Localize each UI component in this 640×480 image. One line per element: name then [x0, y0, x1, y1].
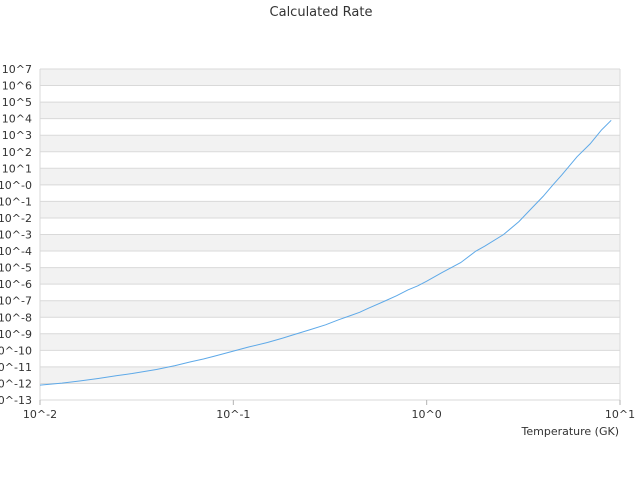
y-tick-label: 10^6 [2, 80, 32, 93]
y-tick-label: 10^-6 [0, 278, 32, 291]
plot-band [40, 201, 620, 218]
plot-band [40, 69, 620, 86]
x-axis-ticks: 10^-2 10^-1 10^0 10^1 [23, 400, 635, 421]
plot-bands [40, 69, 620, 384]
y-tick-label: 10^4 [2, 113, 32, 126]
x-tick-label: 10^0 [412, 408, 442, 421]
plot-band [40, 333, 620, 351]
plot-band [40, 267, 620, 285]
x-tick-label: 10^-2 [23, 408, 57, 421]
y-tick-label: 10^3 [2, 129, 32, 142]
plot-band [40, 366, 620, 384]
y-tick-label: 10^-12 [0, 377, 32, 390]
y-tick-label: 10^-11 [0, 361, 32, 374]
y-tick-label: 10^-7 [0, 295, 32, 308]
x-tick-label: 10^-1 [216, 408, 250, 421]
y-tick-label: 10^7 [2, 63, 32, 76]
plot-band [40, 300, 620, 318]
y-tick-label: 10^-5 [0, 262, 32, 275]
y-tick-label: 10^-0 [0, 179, 32, 192]
y-tick-label: 10^-2 [0, 212, 32, 225]
y-tick-label: 10^2 [2, 146, 32, 159]
plot-band [40, 102, 620, 119]
y-tick-label: 10^-10 [0, 344, 32, 357]
plot-band [40, 135, 620, 152]
grid-lines [39, 68, 621, 401]
y-tick-label: 10^-13 [0, 394, 32, 407]
chart-title: Calculated Rate [270, 5, 373, 20]
series-line [39, 119, 612, 386]
x-axis-label: Temperature (GK) [521, 425, 620, 438]
y-tick-label: 10^-8 [0, 311, 32, 324]
y-tick-label: 10^5 [2, 96, 32, 109]
y-tick-label: 10^-1 [0, 195, 32, 208]
plot-band [40, 168, 620, 185]
x-tick-label: 10^1 [605, 408, 635, 421]
y-tick-label: 10^-3 [0, 229, 32, 242]
y-tick-label: 10^1 [2, 162, 32, 175]
plot-band [40, 234, 620, 252]
y-tick-label: 10^-9 [0, 328, 32, 341]
y-axis-ticks: 10^-13 10^-12 10^-11 10^-10 10^-9 10^-8 10^-7 1… [0, 63, 32, 407]
y-tick-label: 10^-4 [0, 245, 32, 258]
